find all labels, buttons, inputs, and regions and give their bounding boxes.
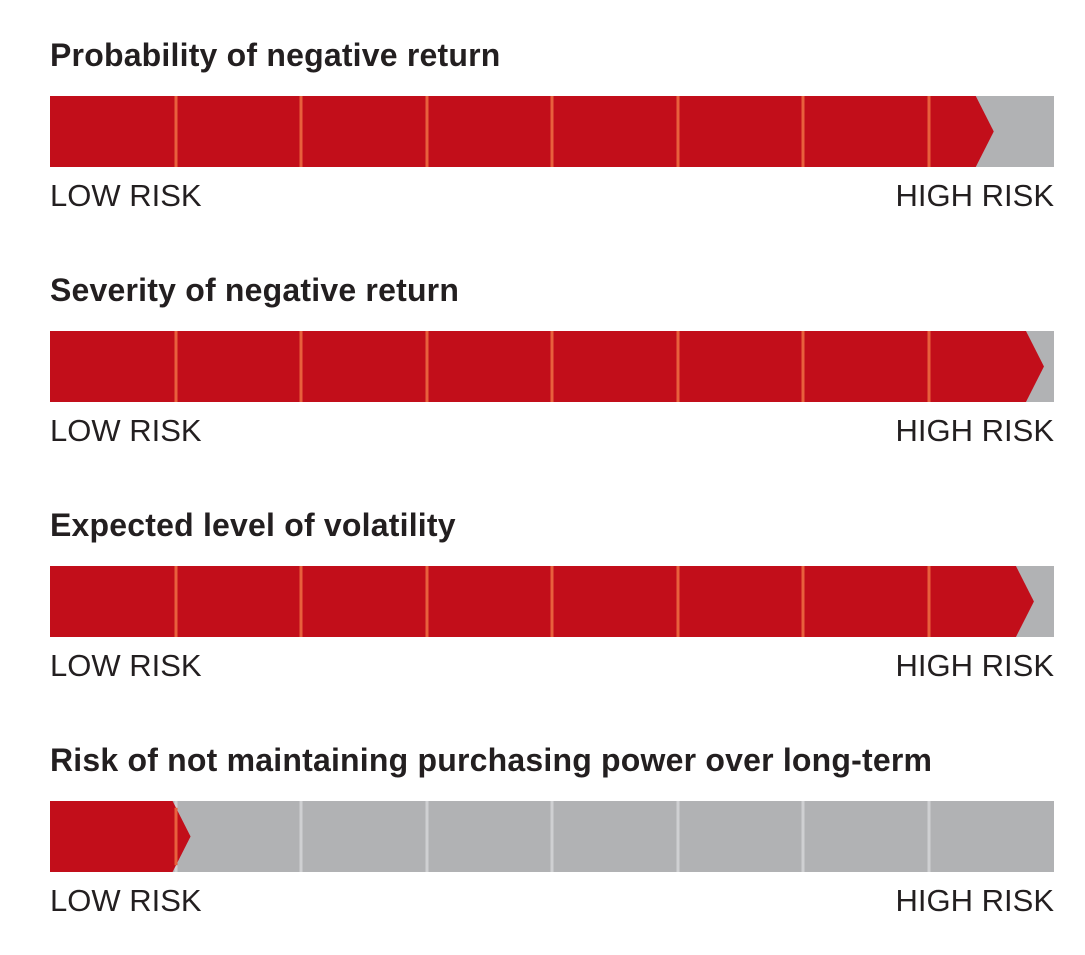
risk-fill [50,96,994,167]
high-risk-label: HIGH RISK [895,648,1054,683]
low-risk-label: LOW RISK [50,413,202,448]
meter-title: Risk of not maintaining purchasing power… [50,742,933,778]
high-risk-label: HIGH RISK [895,883,1054,918]
low-risk-label: LOW RISK [50,883,202,918]
low-risk-label: LOW RISK [50,178,202,213]
risk-fill [50,566,1034,637]
risk-fill [50,331,1044,402]
high-risk-label: HIGH RISK [895,413,1054,448]
low-risk-label: LOW RISK [50,648,202,683]
high-risk-label: HIGH RISK [895,178,1054,213]
risk-bar [50,801,1054,872]
meter-title: Severity of negative return [50,272,460,308]
risk-bar [50,96,1054,167]
meter-title: Expected level of volatility [50,507,456,543]
risk-fill [50,801,191,872]
risk-bar [50,331,1054,402]
risk-bar [50,566,1054,637]
meter-title: Probability of negative return [50,37,501,73]
